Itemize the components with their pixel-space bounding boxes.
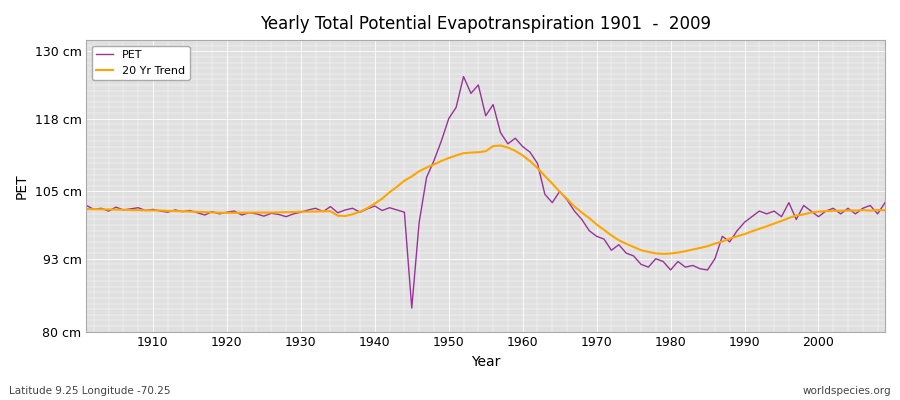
Text: Latitude 9.25 Longitude -70.25: Latitude 9.25 Longitude -70.25	[9, 386, 170, 396]
PET	[532, 161, 543, 166]
Legend: PET, 20 Yr Trend: PET, 20 Yr Trend	[92, 46, 190, 80]
Line: 20 Yr Trend: 20 Yr Trend	[86, 146, 885, 254]
Line: PET: PET	[86, 76, 885, 308]
PET	[458, 74, 469, 79]
20 Yr Trend	[525, 159, 535, 164]
20 Yr Trend	[879, 208, 890, 213]
20 Yr Trend	[302, 209, 313, 214]
PET	[879, 200, 890, 205]
20 Yr Trend	[518, 153, 528, 158]
PET	[81, 203, 92, 208]
20 Yr Trend	[347, 212, 358, 217]
Y-axis label: PET: PET	[15, 173, 29, 199]
X-axis label: Year: Year	[471, 355, 500, 369]
PET	[347, 206, 358, 211]
20 Yr Trend	[81, 206, 92, 211]
PET	[302, 208, 313, 212]
PET	[525, 150, 535, 155]
PET	[621, 251, 632, 256]
PET	[140, 208, 151, 213]
20 Yr Trend	[140, 208, 151, 213]
Title: Yearly Total Potential Evapotranspiration 1901  -  2009: Yearly Total Potential Evapotranspiratio…	[260, 15, 711, 33]
Text: worldspecies.org: worldspecies.org	[803, 386, 891, 396]
PET	[407, 306, 418, 310]
20 Yr Trend	[495, 143, 506, 148]
20 Yr Trend	[614, 238, 625, 243]
20 Yr Trend	[658, 252, 669, 256]
